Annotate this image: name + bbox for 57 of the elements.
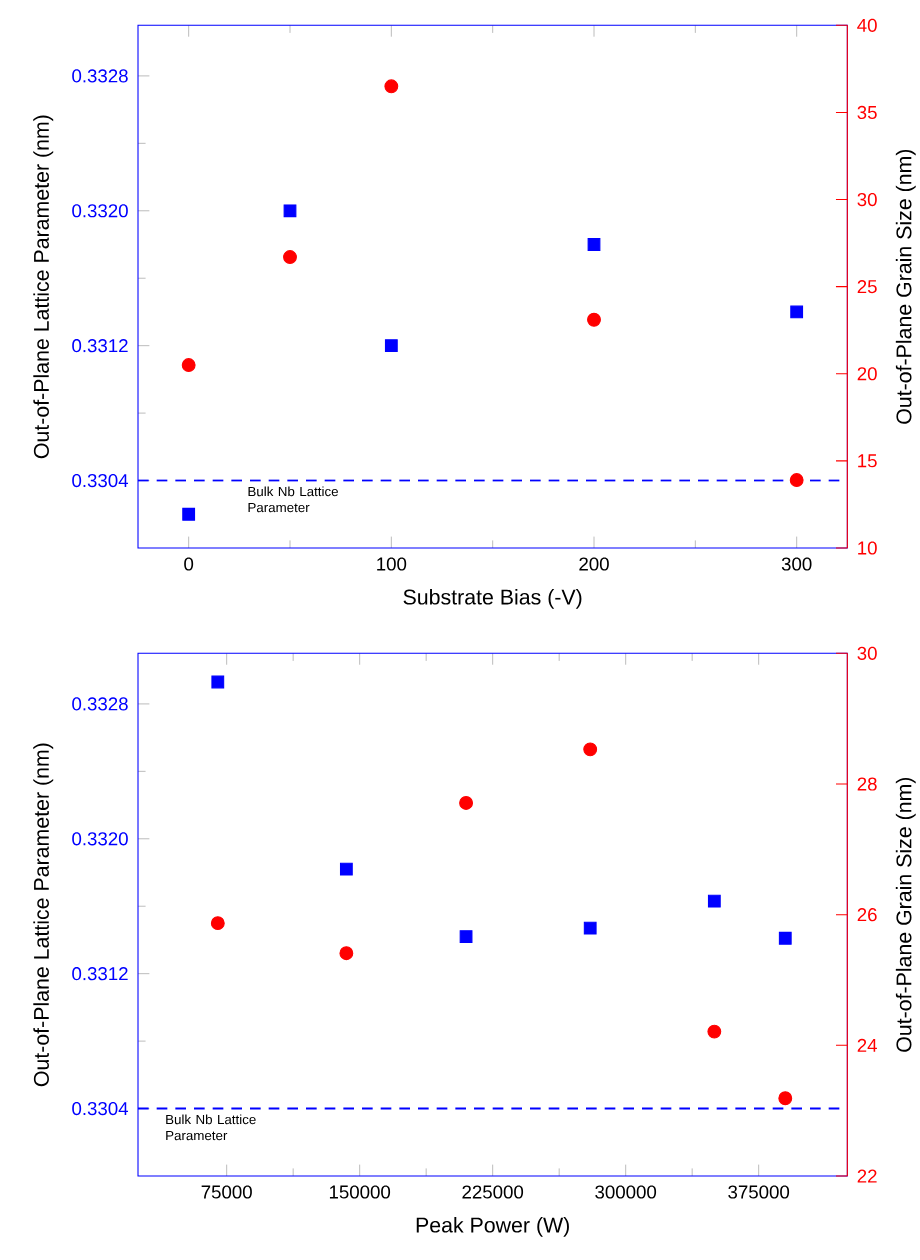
point (283, 250, 297, 264)
y2-axis-title: Out-of-Plane Grain Size (nm) (895, 777, 916, 1052)
y-tick-label: 0.3320 (72, 204, 128, 218)
point (181, 358, 196, 372)
y2-axis-title: Out-of-Plane Grain Size (nm) (895, 149, 916, 424)
x-tick-label: 375000 (728, 1185, 790, 1199)
point (707, 1024, 722, 1039)
y-tick-label: 0.3328 (72, 69, 128, 83)
y-tick-label: 0.3312 (72, 339, 128, 353)
y2-tick-label: 28 (857, 777, 877, 791)
point (778, 931, 792, 945)
y2-tick-label: 24 (857, 1038, 877, 1052)
y-tick-label: 0.3304 (72, 1101, 129, 1116)
x-tick-label: 150000 (329, 1185, 391, 1199)
y-axis-title: Out-of-Plane Lattice Parameter (nm) (33, 743, 54, 1087)
point (587, 238, 601, 251)
y2-tick-label: 30 (857, 646, 877, 660)
y2-tick-label: 10 (858, 541, 877, 555)
point (283, 204, 297, 218)
point (790, 305, 804, 319)
y2-tick-label: 30 (857, 192, 877, 207)
x-tick-label: 200 (579, 557, 609, 571)
y2-tick-label: 22 (857, 1169, 877, 1183)
point (182, 507, 196, 521)
y-tick-label: 0.3304 (72, 473, 129, 488)
y2-tick-label: 25 (857, 280, 877, 294)
point (707, 894, 721, 908)
point (583, 921, 597, 935)
point (211, 675, 225, 689)
point (459, 796, 474, 810)
x-tick-label: 225000 (462, 1185, 524, 1199)
point (789, 473, 804, 487)
point (778, 1091, 793, 1106)
y-tick-label: 0.3312 (72, 967, 128, 981)
x-tick-label: 0 (184, 557, 194, 571)
x-tick-label: 300 (781, 557, 812, 571)
x-axis-title: Substrate Bias (-V) (403, 588, 582, 609)
y2-tick-label: 26 (857, 908, 877, 922)
point (339, 862, 353, 876)
point (210, 916, 225, 931)
y2-tick-label: 20 (857, 367, 877, 381)
y-tick-label: 0.3328 (72, 697, 128, 711)
point (384, 79, 399, 94)
point (583, 742, 598, 757)
y-axis-title: Out-of-Plane Lattice Parameter (nm) (33, 115, 54, 459)
y2-tick-label: 15 (858, 454, 877, 468)
y-tick-label: 0.3320 (72, 832, 128, 846)
point (339, 946, 354, 961)
y2-tick-label: 40 (857, 18, 877, 32)
point (384, 339, 398, 353)
x-tick-label: 100 (377, 557, 407, 571)
x-tick-label: 75000 (201, 1185, 252, 1199)
x-axis-title: Peak Power (W) (416, 1216, 569, 1237)
x-tick-label: 300000 (595, 1185, 657, 1199)
point (587, 312, 601, 327)
y2-tick-label: 35 (857, 105, 877, 120)
point (459, 930, 473, 943)
